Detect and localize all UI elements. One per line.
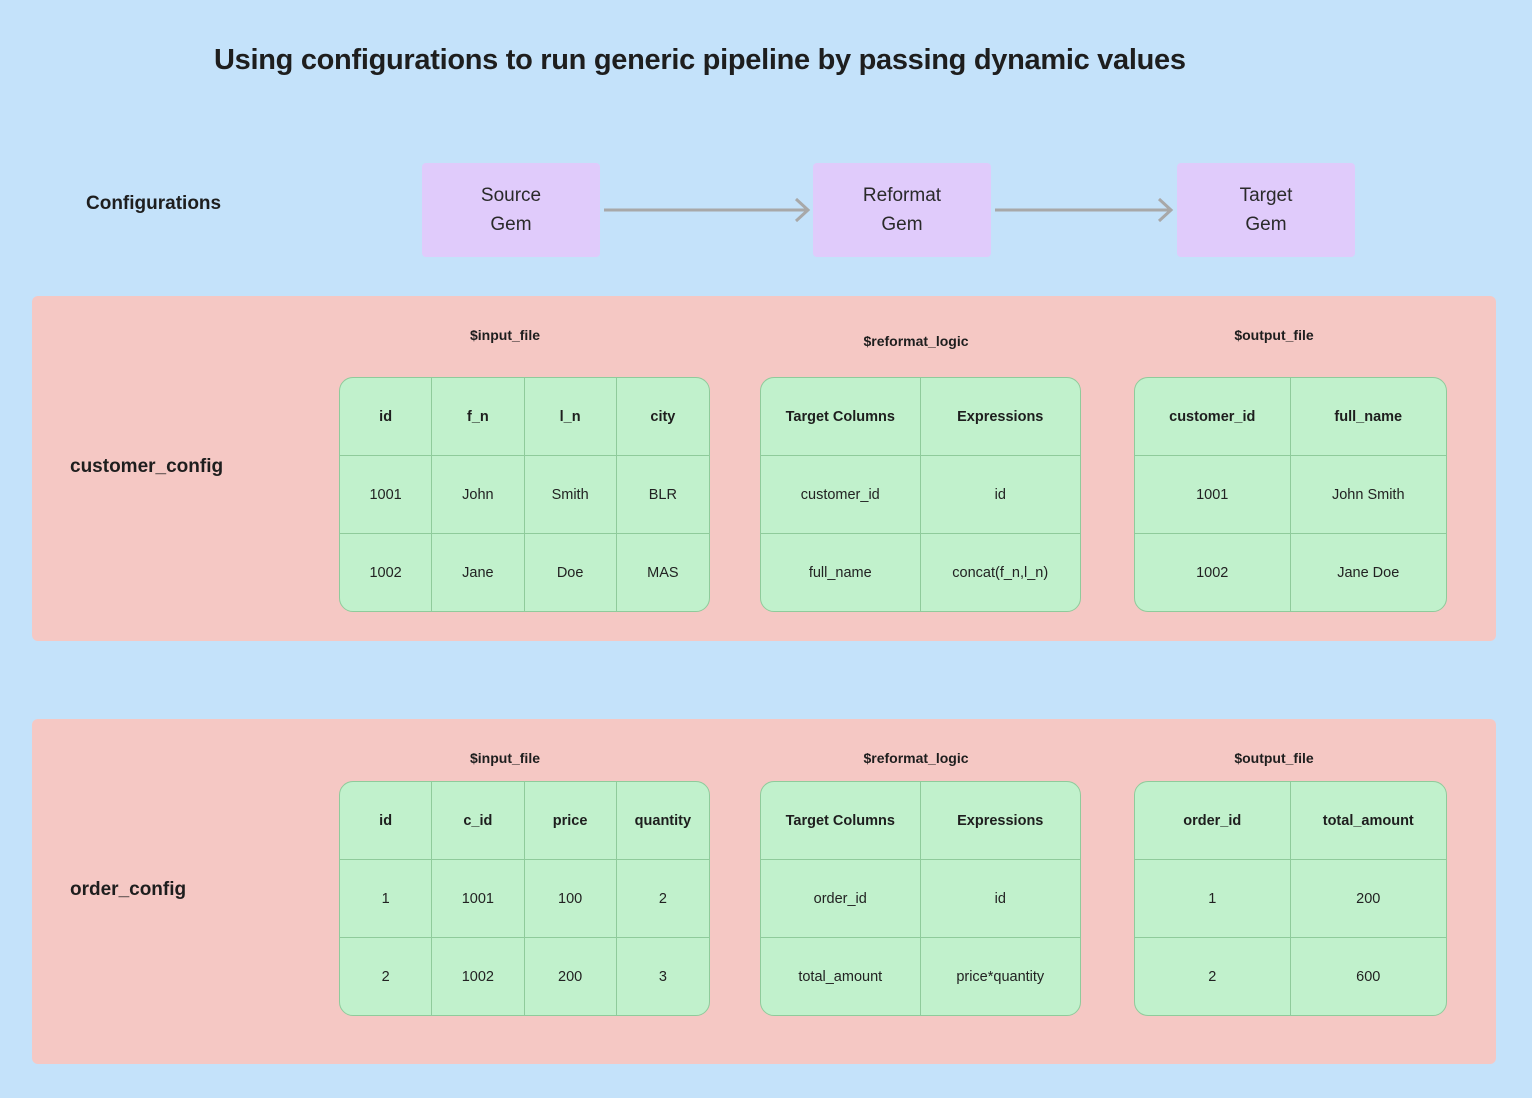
column-header: city (616, 378, 709, 456)
table-cell: Jane Doe (1337, 564, 1400, 581)
column-header: c_id (432, 782, 525, 860)
table-row: full_name concat(f_n,l_n) (761, 534, 1080, 611)
table-cell: 1001 (432, 860, 525, 938)
column-header: id (340, 378, 433, 456)
output-file-table: order_id total_amount 1 200 2 600 (1134, 781, 1447, 1016)
table-cell: Doe (525, 534, 617, 611)
table-cell: 1001 (1135, 456, 1291, 534)
table-cell: total_amount (761, 938, 921, 1015)
table-cell: Jane (432, 534, 525, 611)
table-header-row: id f_n l_n city (340, 378, 709, 456)
table-cell: 2 (340, 938, 433, 1015)
arrow-source-to-reformat-icon (604, 197, 811, 223)
table-cell: 200 (525, 938, 617, 1015)
table-cell: 1 (1135, 860, 1291, 938)
table-row: 1 200 (1135, 860, 1446, 938)
source-gem-line1: Source (480, 185, 542, 206)
table-cell: 2 (1135, 938, 1291, 1015)
input-file-table: id c_id price quantity 1 1001 100 2 2 10… (339, 781, 710, 1016)
table-row: order_id id (761, 860, 1080, 938)
source-gem: Source Gem (422, 163, 600, 257)
order-config-panel: order_config $input_file $reformat_logic… (32, 719, 1496, 1064)
reformat-gem-line2: Gem (881, 214, 923, 235)
table-cell: concat(f_n,l_n) (952, 564, 1049, 581)
table-cell: 2 (616, 860, 709, 938)
input-file-label: $input_file (469, 750, 541, 766)
table-row: 2 1002 200 3 (340, 938, 709, 1015)
reformat-logic-label: $reformat_logic (863, 333, 969, 349)
table-cell: John (432, 456, 525, 534)
table-cell: BLR (616, 456, 709, 534)
target-gem-line1: Target (1239, 185, 1293, 206)
table-cell: 1002 (340, 534, 433, 611)
table-row: 1002 Jane Doe MAS (340, 534, 709, 611)
column-header: f_n (432, 378, 525, 456)
table-cell: 1002 (432, 938, 525, 1015)
table-cell: MAS (647, 564, 679, 581)
table-row: 1001 John Smith (1135, 456, 1446, 534)
table-cell: id (920, 860, 1080, 938)
page-title: Using configurations to run generic pipe… (214, 44, 1186, 76)
reformat-gem-line1: Reformat (862, 185, 942, 206)
table-row: customer_id id (761, 456, 1080, 534)
reformat-gem: Reformat Gem (813, 163, 991, 257)
table-cell: Smith (524, 456, 617, 534)
table-cell: id (920, 456, 1080, 534)
table-cell: order_id (761, 860, 921, 938)
reformat-logic-table: Target Columns Expressions customer_id i… (760, 377, 1081, 612)
column-header: order_id (1135, 782, 1291, 860)
column-header: price (524, 782, 617, 860)
column-header: full_name (1290, 378, 1446, 456)
target-gem: Target Gem (1177, 163, 1355, 257)
output-file-table: customer_id full_name 1001 John Smith 10… (1134, 377, 1447, 612)
column-header: Expressions (920, 782, 1080, 860)
table-row: 1001 John Smith BLR (340, 456, 709, 534)
table-header-row: order_id total_amount (1135, 782, 1446, 860)
output-file-label: $output_file (1234, 327, 1314, 343)
arrow-reformat-to-target-icon (995, 197, 1174, 223)
column-header: id (340, 782, 433, 860)
table-cell: John Smith (1290, 456, 1446, 534)
table-row: 1 1001 100 2 (340, 860, 709, 938)
column-header: quantity (616, 782, 709, 860)
table-cell: full_name (761, 534, 921, 611)
table-cell: 100 (524, 860, 617, 938)
column-header: Target Columns (761, 782, 921, 860)
table-header-row: Target Columns Expressions (761, 378, 1080, 456)
input-file-table: id f_n l_n city 1001 John Smith BLR 1002… (339, 377, 710, 612)
reformat-logic-table: Target Columns Expressions order_id id t… (760, 781, 1081, 1016)
column-header: customer_id (1135, 378, 1291, 456)
customer-config-panel: customer_config $input_file $reformat_lo… (32, 296, 1496, 641)
column-header: Expressions (920, 378, 1080, 456)
table-cell: 200 (1290, 860, 1446, 938)
table-cell: 600 (1356, 968, 1381, 985)
column-header: total_amount (1290, 782, 1446, 860)
table-header-row: id c_id price quantity (340, 782, 709, 860)
table-cell: 1001 (340, 456, 433, 534)
configurations-label: Configurations (86, 193, 222, 214)
table-row: 1002 Jane Doe (1135, 534, 1446, 611)
target-gem-line2: Gem (1245, 214, 1287, 235)
table-cell: price*quantity (956, 968, 1045, 985)
output-file-label: $output_file (1234, 750, 1314, 766)
column-header: l_n (524, 378, 617, 456)
table-cell: 3 (658, 968, 667, 985)
table-header-row: Target Columns Expressions (761, 782, 1080, 860)
table-row: 2 600 (1135, 938, 1446, 1015)
input-file-label: $input_file (469, 327, 541, 343)
table-cell: 1002 (1135, 534, 1291, 611)
config-name: order_config (70, 879, 187, 900)
table-row: total_amount price*quantity (761, 938, 1080, 1015)
table-header-row: customer_id full_name (1135, 378, 1446, 456)
table-cell: customer_id (761, 456, 921, 534)
column-header: Target Columns (761, 378, 921, 456)
reformat-logic-label: $reformat_logic (863, 750, 969, 766)
table-cell: 1 (340, 860, 433, 938)
config-name: customer_config (70, 456, 224, 477)
source-gem-line2: Gem (490, 214, 532, 235)
